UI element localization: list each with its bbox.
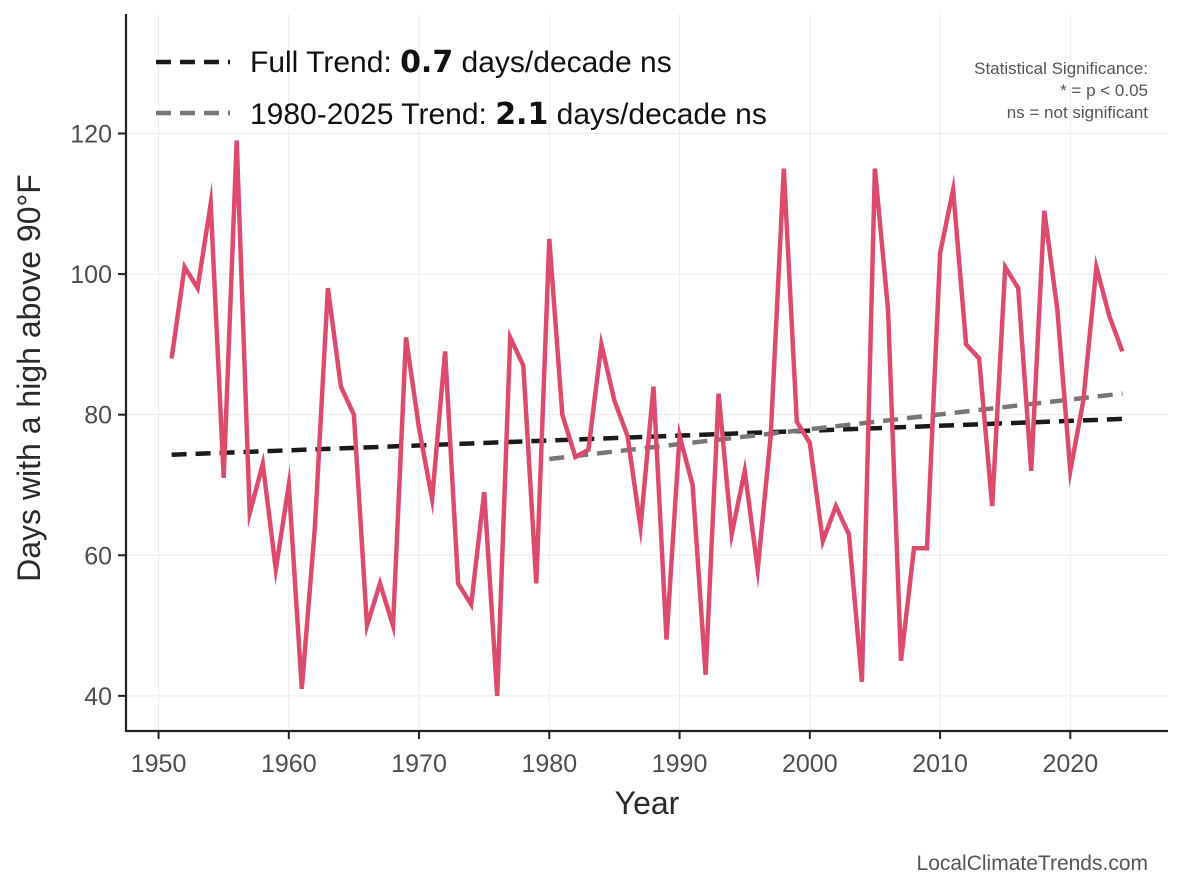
x-tick-label: 2000 (782, 750, 838, 778)
legend: Full Trend: 0.7 days/decade ns 1980-2025… (156, 45, 767, 132)
significance-note: Statistical Significance: * = p < 0.05 n… (974, 59, 1148, 122)
x-tick-label: 2020 (1043, 750, 1099, 778)
x-ticks: 1950 1960 1970 1980 1990 2000 2010 2020 (131, 731, 1098, 778)
y-axis-label: Days with a high above 90°F (11, 174, 47, 582)
significance-p-value: * = p < 0.05 (1060, 81, 1148, 100)
y-tick-label: 60 (84, 542, 112, 570)
x-tick-label: 1980 (522, 750, 578, 778)
x-tick-label: 2010 (912, 750, 968, 778)
grid (126, 14, 1168, 731)
significance-ns: ns = not significant (1007, 103, 1149, 122)
y-tick-label: 120 (70, 121, 112, 149)
x-axis-label: Year (615, 785, 680, 821)
y-tick-label: 100 (70, 261, 112, 289)
x-tick-label: 1950 (131, 750, 187, 778)
data-series (169, 140, 1125, 697)
y-tick-label: 80 (84, 402, 112, 430)
y-tick-label: 40 (84, 683, 112, 711)
x-tick-label: 1970 (391, 750, 447, 778)
x-tick-label: 1960 (261, 750, 317, 778)
series-line (169, 140, 1125, 697)
y-ticks: 40 60 80 100 120 (70, 121, 126, 711)
full-trend-line (171, 416, 1123, 457)
x-tick-label: 1990 (652, 750, 708, 778)
legend-label-recent-trend: 1980-2025 Trend: 2.1 days/decade ns (250, 97, 767, 132)
legend-label-full-trend: Full Trend: 0.7 days/decade ns (250, 45, 672, 80)
significance-title: Statistical Significance: (974, 59, 1148, 78)
source-credit: LocalClimateTrends.com (917, 852, 1148, 875)
